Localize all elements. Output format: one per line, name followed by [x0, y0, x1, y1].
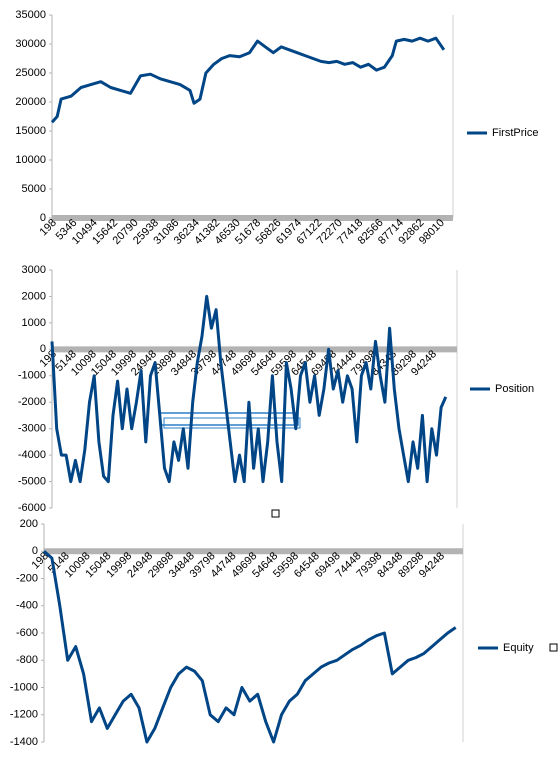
y-tick-label: 3000 — [22, 264, 46, 276]
y-tick-label: 5000 — [22, 183, 46, 195]
y-tick-label: 20000 — [15, 96, 46, 108]
y-tick-label: 0 — [40, 343, 46, 355]
legend-label: FirstPrice — [492, 127, 538, 139]
y-tick-label: -2000 — [18, 396, 46, 408]
y-tick-label: -1400 — [10, 736, 38, 748]
y-tick-label: -1000 — [18, 370, 46, 382]
y-tick-label: -400 — [16, 600, 38, 612]
y-tick-label: 2000 — [22, 290, 46, 302]
y-tick-label: 10000 — [15, 154, 46, 166]
y-tick-label: 1000 — [22, 317, 46, 329]
y-tick-label: -800 — [16, 654, 38, 666]
y-tick-label: -4000 — [18, 449, 46, 461]
data-line — [50, 294, 448, 484]
handle — [271, 509, 280, 518]
selection-box — [163, 417, 301, 429]
data-line — [43, 550, 457, 744]
handle — [549, 643, 558, 652]
y-tick-label: 25000 — [15, 67, 46, 79]
legend-label: Equity — [503, 642, 534, 654]
y-tick-label: -600 — [16, 627, 38, 639]
y-tick-label: 0 — [40, 212, 46, 224]
y-tick-label: -3000 — [18, 423, 46, 435]
y-tick-label: -200 — [16, 572, 38, 584]
y-tick-label: -6000 — [18, 502, 46, 514]
y-tick-label: -1200 — [10, 709, 38, 721]
legend-label: Position — [495, 383, 534, 395]
y-tick-label: 15000 — [15, 125, 46, 137]
y-tick-label: 200 — [20, 518, 38, 530]
y-tick-label: 30000 — [15, 38, 46, 50]
y-tick-label: -1000 — [10, 681, 38, 693]
y-tick-label: 35000 — [15, 9, 46, 21]
y-tick-label: -5000 — [18, 475, 46, 487]
data-line — [50, 36, 446, 124]
y-tick-label: 0 — [32, 545, 38, 557]
